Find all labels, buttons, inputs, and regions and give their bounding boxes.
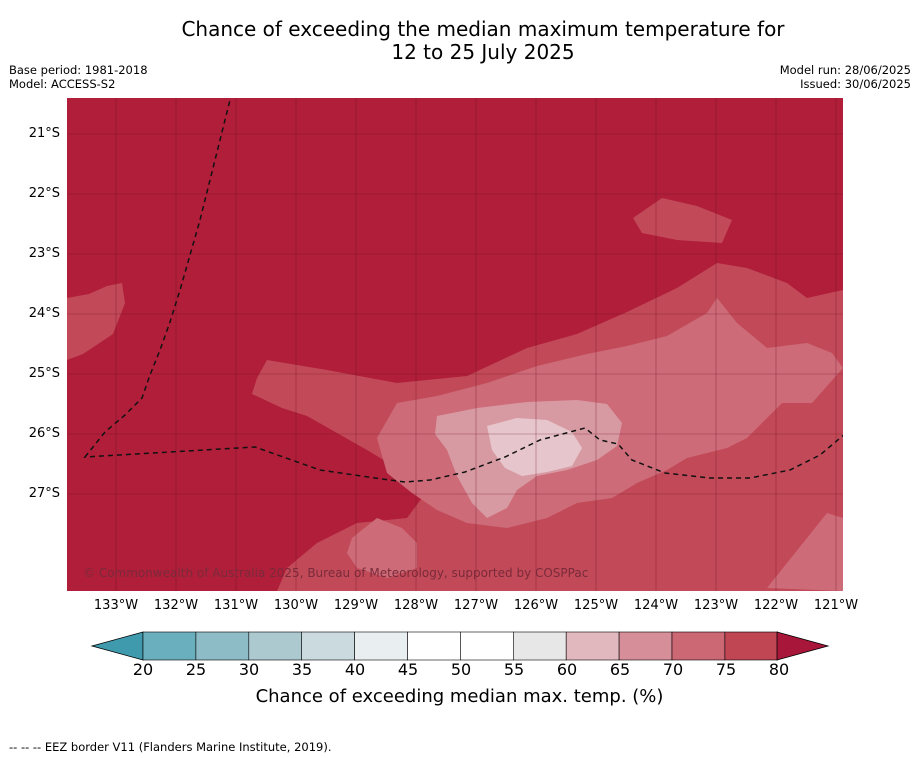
colorbar-tick: 65 <box>609 660 631 679</box>
map-title: Chance of exceeding the median maximum t… <box>0 18 919 64</box>
model-run: Model run: 28/06/2025 <box>779 63 911 77</box>
lat-label-26s: 26°S <box>28 426 60 441</box>
eez-footnote: -- -- -- EEZ border V11 (Flanders Marine… <box>9 740 332 754</box>
lon-label-122w: 122°W <box>753 598 799 613</box>
shading-70-75 <box>633 198 732 243</box>
colorbar-tick: 80 <box>768 660 790 679</box>
colorbar-high-arrow <box>776 631 830 661</box>
lon-label-123w: 123°W <box>693 598 739 613</box>
colorbar-cell <box>724 631 779 661</box>
lon-label-127w: 127°W <box>453 598 499 613</box>
colorbar-tick: 30 <box>238 660 260 679</box>
colorbar-tick: 60 <box>556 660 578 679</box>
colorbar-cells <box>142 631 779 661</box>
lon-label-124w: 124°W <box>633 598 679 613</box>
copyright-notice: © Commonwealth of Australia 2025, Bureau… <box>83 566 589 580</box>
shading-65-70 <box>347 518 417 578</box>
colorbar-tick: 20 <box>132 660 154 679</box>
colorbar-cell <box>407 631 461 661</box>
colorbar-cell <box>354 631 408 661</box>
lon-label-125w: 125°W <box>573 598 619 613</box>
colorbar-cell <box>618 631 673 661</box>
colorbar-tick: 40 <box>344 660 366 679</box>
colorbar-cell <box>142 631 197 661</box>
title-line-2: 12 to 25 July 2025 <box>391 40 575 64</box>
colorbar-low-arrow <box>90 631 144 661</box>
colorbar-cell <box>565 631 620 661</box>
lon-label-126w: 126°W <box>513 598 559 613</box>
colorbar-cell <box>512 631 567 661</box>
base-period: Base period: 1981-2018 <box>9 63 148 77</box>
lon-label-129w: 129°W <box>333 598 379 613</box>
eez-border <box>83 98 843 483</box>
issued-date: Issued: 30/06/2025 <box>800 77 911 91</box>
graticule <box>67 98 843 591</box>
shading-70-75 <box>67 283 125 360</box>
lat-label-22s: 22°S <box>28 186 60 201</box>
colorbar <box>90 631 830 661</box>
lon-label-131w: 131°W <box>213 598 259 613</box>
colorbar-tick: 70 <box>662 660 684 679</box>
forecast-map <box>67 98 843 591</box>
lon-label-132w: 132°W <box>153 598 199 613</box>
shading-55-60 <box>487 418 582 476</box>
colorbar-label: Chance of exceeding median max. temp. (%… <box>255 686 664 707</box>
lon-label-130w: 130°W <box>273 598 319 613</box>
lat-label-23s: 23°S <box>28 246 60 261</box>
colorbar-tick: 50 <box>450 660 472 679</box>
lon-label-121w: 121°W <box>813 598 859 613</box>
lon-label-128w: 128°W <box>393 598 439 613</box>
colorbar-tick: 75 <box>715 660 737 679</box>
run-info: Model run: 28/06/2025 Issued: 30/06/2025 <box>780 63 911 91</box>
model-name: Model: ACCESS-S2 <box>9 77 116 91</box>
title-line-1: Chance of exceeding the median maximum t… <box>181 17 785 41</box>
colorbar-cell <box>248 631 303 661</box>
colorbar-cell <box>460 631 514 661</box>
colorbar-tick: 45 <box>397 660 419 679</box>
colorbar-tick: 25 <box>185 660 207 679</box>
lat-label-27s: 27°S <box>28 486 60 501</box>
base-info: Base period: 1981-2018 Model: ACCESS-S2 <box>9 63 148 91</box>
lat-label-24s: 24°S <box>28 306 60 321</box>
colorbar-cell <box>301 631 355 661</box>
shading-65-70 <box>767 513 843 591</box>
colorbar-tick: 35 <box>291 660 313 679</box>
colorbar-cell <box>671 631 726 661</box>
lat-label-21s: 21°S <box>28 126 60 141</box>
colorbar-tick: 55 <box>503 660 525 679</box>
colorbar-cell <box>195 631 250 661</box>
lat-label-25s: 25°S <box>28 366 60 381</box>
lon-label-133w: 133°W <box>93 598 139 613</box>
